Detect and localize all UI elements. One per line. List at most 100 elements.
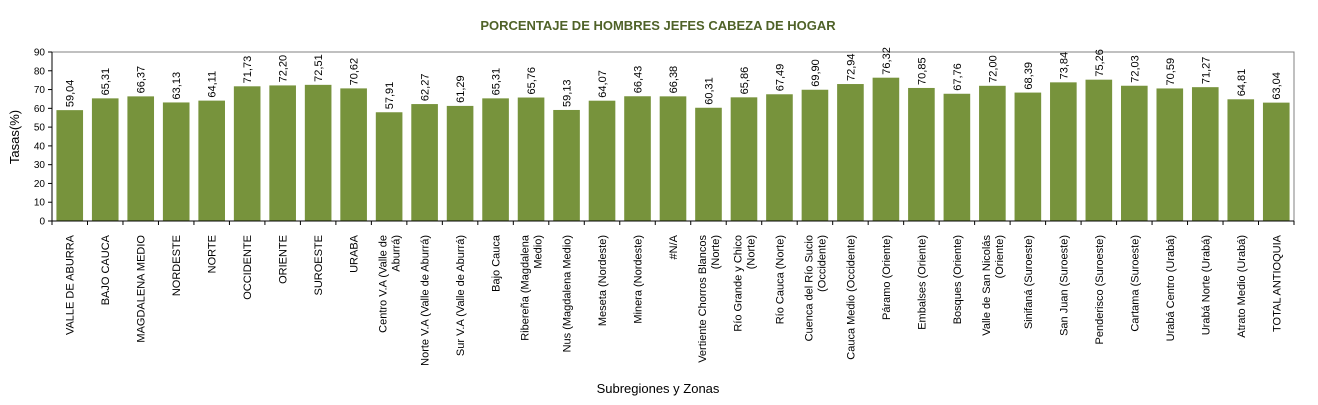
category-label-line: Bosques (Oriente) xyxy=(952,235,964,324)
data-label: 72,03 xyxy=(1129,55,1141,83)
category-label: Río Grande y Chico(Norte) xyxy=(732,235,757,332)
category-label-line: Urabá Norte (Urabá) xyxy=(1200,235,1212,335)
y-tick-label: 0 xyxy=(39,217,45,228)
data-label: 63,13 xyxy=(171,72,183,100)
category-label: Sur V.A (Valle de Aburrá) xyxy=(455,235,467,356)
data-label: 72,00 xyxy=(987,55,999,83)
bar xyxy=(1085,79,1113,222)
bar xyxy=(1262,102,1290,221)
category-label: Minera (Nordeste) xyxy=(633,235,645,324)
data-label: 64,11 xyxy=(207,71,219,98)
bar xyxy=(1050,82,1077,222)
category-label-line: MAGDALENA MEDIO xyxy=(136,235,148,343)
data-label: 66,37 xyxy=(136,66,148,94)
y-tick-label: 70 xyxy=(34,85,46,96)
category-label: Norte V.A (Valle de Aburrá) xyxy=(420,235,432,366)
category-label-line: Minera (Nordeste) xyxy=(633,235,645,324)
category-label-line: NORDESTE xyxy=(171,235,183,296)
category-label: Penderisco (Suroeste) xyxy=(1094,235,1106,344)
category-label-line: Sinifaná (Suroeste) xyxy=(1023,235,1035,329)
category-label-line: Norte V.A (Valle de Aburrá) xyxy=(420,235,432,366)
plot-area: 0 10 20 30 40 50 60 70 80 90 59,04 65,31 66,37 63,13 6… xyxy=(34,47,1295,366)
data-label: 62,27 xyxy=(420,74,432,102)
bar xyxy=(801,89,829,221)
category-label-line: Aburrá) xyxy=(391,235,403,272)
bar xyxy=(446,105,474,221)
data-label: 59,04 xyxy=(65,80,77,108)
data-label: 60,31 xyxy=(703,77,715,105)
category-label-line: (Oriente) xyxy=(994,235,1006,278)
category-label: Atrato Medio (Urabá) xyxy=(1236,235,1248,338)
data-label: 73,84 xyxy=(1058,52,1070,80)
category-label: Sinifaná (Suroeste) xyxy=(1023,235,1035,329)
bar xyxy=(695,107,722,221)
bar xyxy=(482,98,509,221)
data-label: 67,76 xyxy=(952,63,964,91)
bar xyxy=(979,85,1006,221)
category-label: Páramo (Oriente) xyxy=(881,235,893,320)
bar xyxy=(553,109,580,221)
category-label: VALLE DE ABURRA xyxy=(65,234,77,335)
category-label-line: VALLE DE ABURRA xyxy=(65,234,77,335)
category-label-line: Atrato Medio (Urabá) xyxy=(1236,235,1248,338)
data-label: 72,51 xyxy=(313,54,325,82)
category-label: ORIENTE xyxy=(278,235,290,284)
category-label: Cartama (Suroeste) xyxy=(1129,235,1141,332)
category-label-line: TOTAL ANTIOQUIA xyxy=(1271,234,1283,332)
category-label-line: Río Grande y Chico xyxy=(732,235,744,332)
category-label: Cauca Medio (Occidente) xyxy=(845,235,857,360)
category-label-line: OCCIDENTE xyxy=(242,235,254,300)
category-label: Valle de San Nicolás(Oriente) xyxy=(981,235,1006,336)
y-tick-label: 80 xyxy=(34,66,46,77)
bar xyxy=(659,96,687,221)
category-label: OCCIDENTE xyxy=(242,235,254,300)
y-tick-label: 30 xyxy=(34,160,46,171)
data-label: 61,29 xyxy=(455,75,467,103)
category-label: San Juan (Suroeste) xyxy=(1058,235,1070,336)
bar xyxy=(837,84,864,222)
category-label-line: Ribereña (Magdalena xyxy=(520,234,532,341)
bar xyxy=(269,85,296,222)
category-label: Centro V.A (Valle deAburrá) xyxy=(378,235,403,333)
data-label: 70,62 xyxy=(349,58,361,86)
category-label-line: ORIENTE xyxy=(278,235,290,284)
bar xyxy=(198,100,225,221)
data-label: 72,20 xyxy=(278,55,290,83)
bar xyxy=(375,112,403,221)
bar xyxy=(943,93,971,221)
category-label-line: Embalses (Oriente) xyxy=(916,235,928,330)
category-label: Bajo Cauca xyxy=(491,234,503,292)
data-label: 67,49 xyxy=(774,64,786,92)
bar xyxy=(233,86,261,221)
plot-area-border xyxy=(52,51,1295,221)
category-label-line: Cuenca del Río Sucio xyxy=(803,235,815,341)
bar xyxy=(411,104,438,221)
bar xyxy=(1227,99,1255,221)
category-label: NORTE xyxy=(207,235,219,273)
data-label: 64,07 xyxy=(597,70,609,98)
category-label-line: Penderisco (Suroeste) xyxy=(1094,235,1106,344)
bar xyxy=(91,98,119,221)
bar xyxy=(908,87,935,221)
data-label: 63,04 xyxy=(1271,72,1283,100)
category-label-line: Río Cauca (Norte) xyxy=(774,235,786,324)
category-label: Ribereña (MagdalenaMedio) xyxy=(520,234,545,341)
data-label: 66,43 xyxy=(633,66,645,94)
data-label: 66,38 xyxy=(668,66,680,94)
y-tick-label: 60 xyxy=(34,104,46,115)
category-label: URABA xyxy=(349,234,361,273)
category-label: Meseta (Nordeste) xyxy=(597,235,609,326)
category-label: Río Cauca (Norte) xyxy=(774,235,786,324)
data-label: 65,86 xyxy=(739,67,751,95)
bar xyxy=(517,97,545,221)
category-label-line: Páramo (Oriente) xyxy=(881,235,893,320)
category-label: NORDESTE xyxy=(171,235,183,296)
bar xyxy=(1121,85,1148,221)
category-label-line: URABA xyxy=(349,234,361,273)
data-label: 57,91 xyxy=(384,82,396,110)
y-tick-label: 20 xyxy=(34,179,46,190)
category-label: Nus (Magdalena Medio) xyxy=(562,235,574,352)
category-label: TOTAL ANTIOQUIA xyxy=(1271,234,1283,332)
data-label: 69,90 xyxy=(810,59,822,87)
